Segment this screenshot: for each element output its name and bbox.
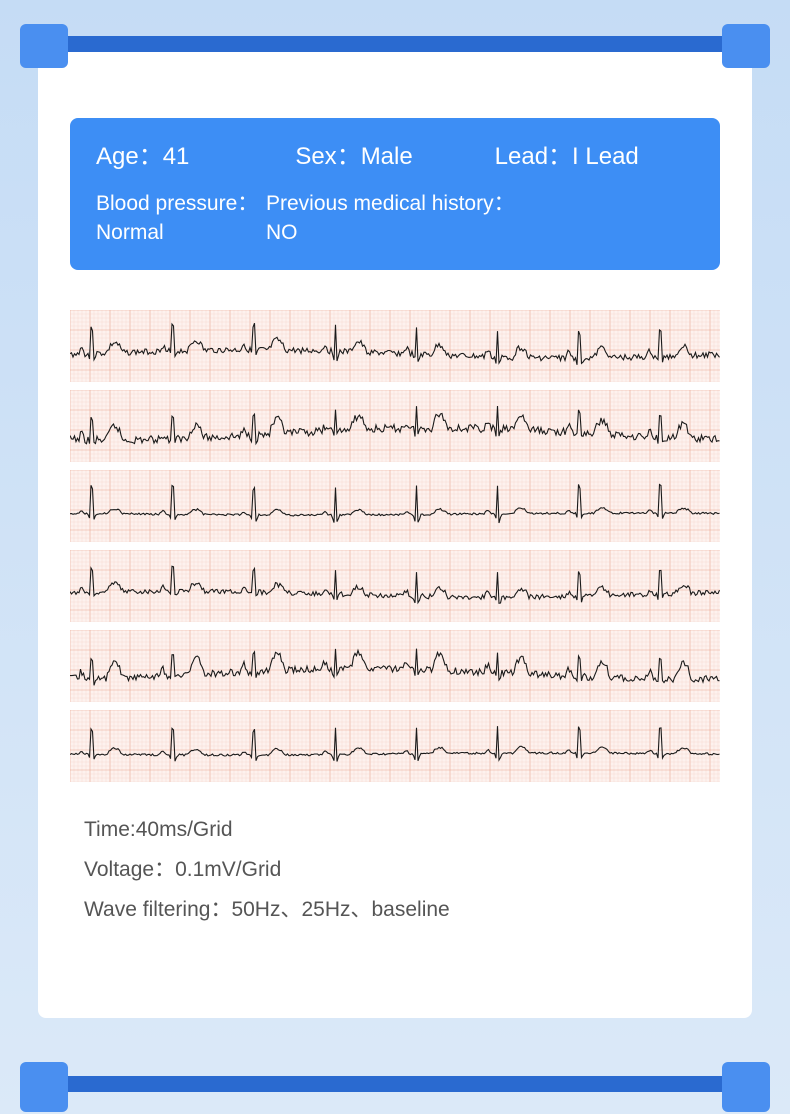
ecg-strip [70, 630, 720, 702]
voltage-label: Voltage [84, 858, 154, 881]
ecg-strip [70, 310, 720, 382]
voltage-row: Voltage：0.1mV/Grid [84, 850, 706, 890]
time-label: Time [84, 818, 130, 841]
bp-value: Normal [96, 221, 164, 244]
age-field: Age：41 [96, 136, 295, 171]
age-label: Age [96, 143, 139, 170]
report-card: Age：41 Sex：Male Lead：I Lead Blood pressu… [38, 50, 752, 1018]
voltage-value: 0.1mV/Grid [175, 858, 281, 881]
time-row: Time:40ms/Grid [84, 810, 706, 850]
filter-row: Wave filtering：50Hz、25Hz、baseline [84, 890, 706, 930]
clip-decor [722, 24, 770, 68]
filter-label: Wave filtering [84, 898, 210, 921]
clip-decor [722, 1062, 770, 1112]
clip-decor [20, 24, 68, 68]
ecg-strip [70, 550, 720, 622]
sex-value: Male [361, 143, 413, 170]
sex-field: Sex：Male [295, 136, 494, 171]
bp-label: Blood pressure [96, 192, 237, 215]
history-value: NO [266, 221, 298, 244]
sex-label: Sex [295, 143, 336, 170]
age-value: 41 [163, 143, 190, 170]
ecg-strips-container [70, 310, 720, 782]
footer-info: Time:40ms/Grid Voltage：0.1mV/Grid Wave f… [84, 810, 706, 930]
lead-label: Lead [495, 143, 548, 170]
history-field: Previous medical history： NO [266, 189, 694, 248]
history-label: Previous medical history [266, 192, 494, 215]
lead-field: Lead：I Lead [495, 136, 694, 171]
lead-value: I Lead [572, 143, 639, 170]
clip-bar [58, 36, 732, 52]
time-value: 40ms/Grid [136, 818, 233, 841]
clip-decor [20, 1062, 68, 1112]
ecg-strip [70, 470, 720, 542]
filter-value: 50Hz、25Hz、baseline [231, 898, 449, 921]
bp-field: Blood pressure： Normal [96, 189, 266, 248]
ecg-strip [70, 390, 720, 462]
patient-info-panel: Age：41 Sex：Male Lead：I Lead Blood pressu… [70, 118, 720, 270]
clip-bar [58, 1076, 732, 1092]
ecg-strip [70, 710, 720, 782]
